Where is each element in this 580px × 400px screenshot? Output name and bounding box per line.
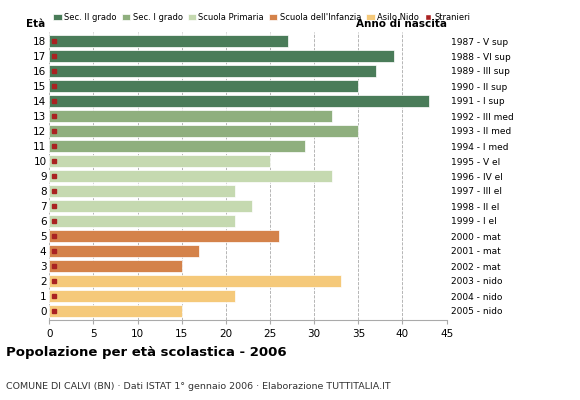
Bar xyxy=(49,110,332,122)
Bar xyxy=(49,290,235,302)
Bar xyxy=(49,260,182,272)
Bar xyxy=(49,155,270,167)
Text: Età: Età xyxy=(26,19,45,29)
Bar xyxy=(49,245,200,257)
Text: COMUNE DI CALVI (BN) · Dati ISTAT 1° gennaio 2006 · Elaborazione TUTTITALIA.IT: COMUNE DI CALVI (BN) · Dati ISTAT 1° gen… xyxy=(6,382,390,391)
Bar xyxy=(49,185,235,197)
Bar xyxy=(49,170,332,182)
Bar xyxy=(49,140,305,152)
Bar xyxy=(49,275,340,287)
Bar xyxy=(49,305,182,317)
Bar xyxy=(49,230,279,242)
Bar xyxy=(49,215,235,227)
Text: Anno di nascita: Anno di nascita xyxy=(356,19,447,29)
Text: Popolazione per età scolastica - 2006: Popolazione per età scolastica - 2006 xyxy=(6,346,287,359)
Bar xyxy=(49,95,429,107)
Bar xyxy=(49,50,394,62)
Legend: Sec. II grado, Sec. I grado, Scuola Primaria, Scuola dell'Infanzia, Asilo Nido, : Sec. II grado, Sec. I grado, Scuola Prim… xyxy=(53,13,471,22)
Bar xyxy=(49,125,358,137)
Bar xyxy=(49,200,252,212)
Bar xyxy=(49,65,376,77)
Bar xyxy=(49,35,288,47)
Bar xyxy=(49,80,358,92)
